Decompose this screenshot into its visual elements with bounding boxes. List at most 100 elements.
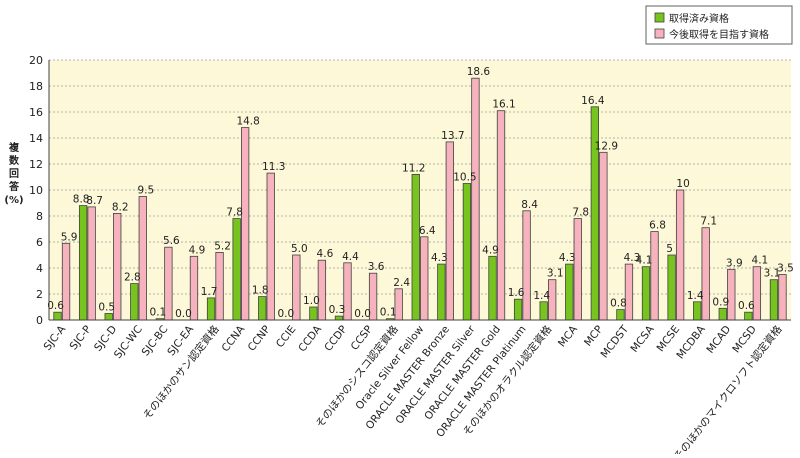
- y-tick-label: 0: [36, 314, 43, 327]
- bar-acquired: [232, 218, 241, 321]
- y-label-char: 複: [8, 141, 20, 154]
- bar-target: [675, 189, 685, 321]
- data-label-acquired: 1.4: [533, 290, 550, 302]
- data-label-target: 14.8: [236, 116, 259, 128]
- y-tick-label: 20: [29, 54, 43, 67]
- x-tick-label: CCIE: [274, 323, 298, 350]
- data-label-acquired: 0.9: [712, 296, 729, 308]
- bar-acquired: [565, 263, 574, 321]
- bar-target: [650, 231, 659, 321]
- bar-target: [445, 141, 454, 321]
- bar-target: [266, 172, 275, 321]
- x-tick-label: SJC-A: [42, 323, 69, 353]
- data-label-target: 6.8: [649, 220, 666, 232]
- data-label-target: 4.1: [752, 255, 769, 267]
- data-label-target: 10: [676, 178, 689, 190]
- bar-acquired: [411, 173, 420, 321]
- data-label-acquired: 11.2: [402, 162, 425, 174]
- bar-acquired: [309, 306, 318, 321]
- y-label-char: 数: [9, 154, 20, 167]
- y-tick-label: 6: [36, 236, 43, 249]
- data-label-target: 16.1: [492, 99, 515, 111]
- plot-background: [49, 60, 791, 320]
- data-label-target: 8.7: [86, 195, 103, 207]
- data-label-target: 8.4: [521, 199, 538, 211]
- x-tick-label: CCDA: [296, 323, 324, 354]
- data-label-acquired: 1.0: [303, 295, 320, 307]
- bar-acquired: [616, 309, 625, 321]
- x-tick-label: CCNP: [246, 323, 273, 353]
- bar-acquired: [206, 297, 216, 321]
- data-label-acquired: 4.9: [482, 244, 499, 256]
- data-label-target: 12.9: [595, 140, 618, 152]
- y-tick-label: 18: [29, 80, 43, 93]
- data-label-target: 5.2: [214, 240, 231, 252]
- y-tick-label: 14: [29, 132, 43, 145]
- legend-label-acquired: 取得済み資格: [669, 12, 729, 25]
- legend-box: [645, 5, 793, 45]
- bar-target: [496, 110, 506, 321]
- bar-acquired: [53, 311, 62, 321]
- bar-acquired: [78, 205, 88, 321]
- bar-target: [317, 259, 327, 321]
- y-tick-label: 2: [36, 288, 43, 301]
- data-labels: 0.6 5.9 8.88.7 0.5 8.2 2.8 9.5 0.1 5.6 0.0 4.9 1.7 5…: [47, 66, 794, 320]
- data-label-acquired: 1.4: [687, 290, 704, 302]
- y-label-char: 答: [8, 180, 20, 193]
- bar-target: [471, 77, 480, 321]
- bar-acquired: [718, 307, 727, 321]
- data-label-acquired: 0.5: [98, 302, 115, 314]
- data-label-acquired: 0.3: [329, 304, 346, 316]
- data-label-acquired: 0.0: [354, 308, 371, 320]
- legend-swatch-target: [654, 28, 665, 39]
- bar-acquired: [258, 296, 267, 321]
- bar-target: [240, 127, 250, 321]
- bar-acquired: [437, 263, 446, 321]
- bar-acquired: [334, 315, 344, 321]
- x-axis-ticks: SJC-A SJC-PSJC-DSJC-WCSJC-BCSJC-EAそのほかのサン…: [42, 322, 785, 458]
- x-tick-label: MCSA: [628, 323, 657, 355]
- data-label-acquired: 0.1: [380, 307, 397, 319]
- bar-acquired: [744, 311, 753, 321]
- data-label-acquired: 0.0: [175, 308, 192, 320]
- bar-target: [599, 151, 608, 321]
- bar-acquired: [769, 279, 779, 321]
- x-tick-label: CCNA: [220, 323, 248, 354]
- x-tick-label: CCDP: [322, 323, 349, 353]
- bar-acquired: [539, 301, 548, 321]
- bar-acquired: [130, 283, 139, 321]
- y-tick-label: 8: [36, 210, 43, 223]
- data-label-acquired: 1.8: [252, 285, 269, 297]
- data-label-acquired: 1.7: [201, 286, 218, 298]
- bar-target: [573, 218, 582, 321]
- bar-acquired: [488, 255, 497, 321]
- data-label-target: 5.6: [163, 235, 180, 247]
- data-label-target: 3.5: [777, 263, 794, 275]
- bar-target: [701, 227, 710, 321]
- legend-swatch-acquired: [654, 12, 665, 23]
- bar-acquired: [641, 266, 651, 321]
- data-label-target: 4.4: [342, 251, 359, 263]
- x-tick-label: SJC-BC: [140, 323, 171, 358]
- x-tick-label: MCP: [582, 323, 605, 348]
- y-tick-label: 4: [36, 262, 43, 275]
- y-axis-ticks: 0 2 4 6 8 10 12 14 16 18 20: [29, 54, 43, 327]
- data-label-acquired: 5: [666, 243, 673, 255]
- data-label-acquired: 0.0: [277, 308, 294, 320]
- data-label-target: 3.6: [368, 261, 385, 273]
- data-label-acquired: 4.3: [559, 252, 576, 264]
- y-label-char: 回: [9, 168, 19, 180]
- bar-target: [727, 268, 736, 321]
- bar-target: [138, 196, 147, 321]
- bar-target: [522, 210, 531, 321]
- x-tick-label: MCDST: [598, 323, 631, 360]
- data-label-acquired: 2.8: [124, 272, 141, 284]
- y-label-char: (%): [4, 195, 23, 206]
- bar-target: [624, 263, 634, 321]
- data-label-target: 11.3: [262, 161, 285, 173]
- data-label-acquired: 3.1: [764, 268, 781, 280]
- bar-target: [87, 206, 96, 321]
- bar-acquired: [462, 183, 472, 321]
